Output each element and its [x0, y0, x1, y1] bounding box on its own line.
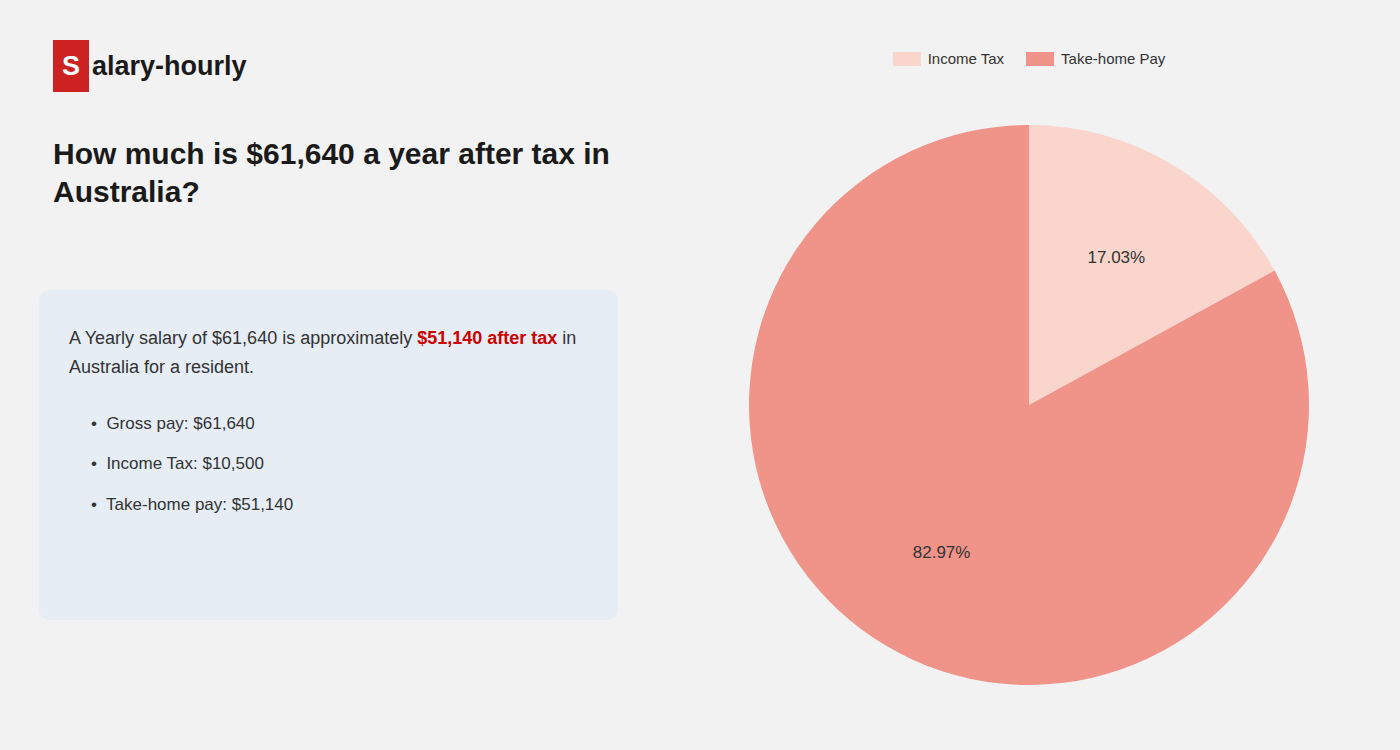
bullet-item: • Income Tax: $10,500 [91, 444, 588, 485]
logo: Salary-hourly [53, 40, 247, 92]
bullet-list: • Gross pay: $61,640• Income Tax: $10,50… [69, 404, 588, 526]
legend-item: Take-home Pay [1026, 50, 1165, 67]
slices [749, 125, 1309, 685]
page: {"chart_data": {"type": "pie", "title": … [0, 0, 1400, 750]
bullet-item: • Take-home pay: $51,140 [91, 485, 588, 526]
pie-slice [1029, 125, 1275, 405]
info-text-part: Australia for a resident. [69, 357, 254, 377]
info-text-part: A Yearly salary of $61,640 is approximat… [69, 328, 417, 348]
info-text: A Yearly salary of $61,640 is approximat… [69, 324, 588, 382]
data-labels: 17.03% 82.97% [913, 248, 1145, 562]
pie-slice [749, 125, 1309, 685]
legend: Income Tax Take-home Pay [658, 50, 1400, 67]
data-label: 82.97% [913, 543, 971, 562]
left-panel: Salary-hourly How much is $61,640 a year … [0, 0, 658, 750]
title: How much is $61,640 a year after tax in … [53, 135, 643, 210]
legend-item: Income Tax [893, 50, 1004, 67]
pie-chart: 17.03% 82.97% [0, 0, 1400, 750]
logo-mark: S [53, 40, 89, 92]
legend-label: Take-home Pay [1061, 50, 1165, 67]
info-text-part: in [557, 328, 576, 348]
legend-swatch [893, 52, 921, 66]
data-label: 17.03% [1088, 248, 1146, 267]
info-text-part: $51,140 after tax [417, 328, 557, 348]
legend-swatch [1026, 52, 1054, 66]
logo-text: alary-hourly [92, 51, 247, 82]
bullet-item: • Gross pay: $61,640 [91, 404, 588, 445]
info-box: A Yearly salary of $61,640 is approximat… [39, 290, 618, 620]
legend-label: Income Tax [928, 50, 1004, 67]
